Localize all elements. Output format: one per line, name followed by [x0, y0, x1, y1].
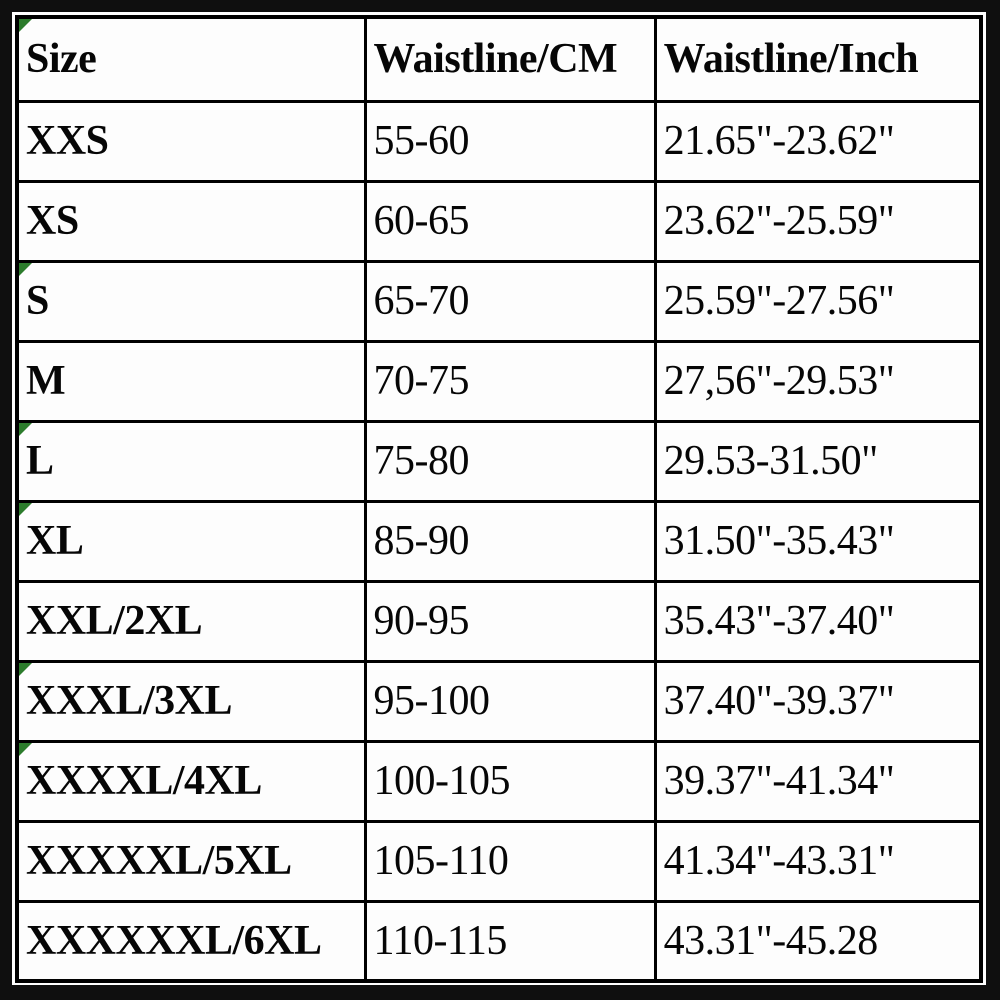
table-body: XXS 55-60 21.65"-23.62" XS 60-65 23.62"-25.59… [15, 99, 983, 983]
table-row: XXL/2XL 90-95 35.43"-37.40" [15, 579, 983, 663]
waistline-inch-cell: 35.43"-37.40" [653, 579, 983, 663]
waistline-inch-cell: 31.50"-35.43" [653, 499, 983, 583]
waistline-inch-cell: 25.59"-27.56" [653, 259, 983, 343]
waistline-inch-cell: 41.34"-43.31" [653, 819, 983, 903]
table-row: XS 60-65 23.62"-25.59" [15, 179, 983, 263]
header-row: Size Waistline/CM Waistline/Inch [15, 15, 983, 103]
waistline-inch-cell: 39.37"-41.34" [653, 739, 983, 823]
waistline-cm-cell: 75-80 [363, 419, 657, 503]
table-row: M 70-75 27,56"-29.53" [15, 339, 983, 423]
size-cell: L [15, 419, 367, 503]
waistline-cm-cell: 105-110 [363, 819, 657, 903]
table-row: XXXL/3XL 95-100 37.40"-39.37" [15, 659, 983, 743]
table-row: XXXXXL/5XL 105-110 41.34"-43.31" [15, 819, 983, 903]
size-cell: XXXXL/4XL [15, 739, 367, 823]
size-cell: XXXL/3XL [15, 659, 367, 743]
waistline-inch-cell: 23.62"-25.59" [653, 179, 983, 263]
table-row: L 75-80 29.53-31.50" [15, 419, 983, 503]
waistline-inch-cell: 37.40"-39.37" [653, 659, 983, 743]
waistline-cm-cell: 100-105 [363, 739, 657, 823]
size-chart-table: Size Waistline/CM Waistline/Inch XXS 55-6… [15, 15, 983, 983]
waistline-cm-cell: 60-65 [363, 179, 657, 263]
size-cell: XXS [15, 99, 367, 183]
size-cell: XXXXXL/5XL [15, 819, 367, 903]
table-row: XL 85-90 31.50"-35.43" [15, 499, 983, 583]
waistline-cm-cell: 110-115 [363, 899, 657, 983]
size-cell: XL [15, 499, 367, 583]
table-row: S 65-70 25.59"-27.56" [15, 259, 983, 343]
waistline-cm-cell: 55-60 [363, 99, 657, 183]
table-row: XXXXXXL/6XL 110-115 43.31"-45.28 [15, 899, 983, 983]
waistline-inch-cell: 21.65"-23.62" [653, 99, 983, 183]
waistline-cm-cell: 85-90 [363, 499, 657, 583]
size-cell: XS [15, 179, 367, 263]
waistline-inch-cell: 43.31"-45.28 [653, 899, 983, 983]
waistline-inch-cell: 27,56"-29.53" [653, 339, 983, 423]
waistline-cm-cell: 90-95 [363, 579, 657, 663]
size-cell: XXXXXXL/6XL [15, 899, 367, 983]
waistline-inch-cell: 29.53-31.50" [653, 419, 983, 503]
size-chart-frame: Size Waistline/CM Waistline/Inch XXS 55-6… [12, 12, 986, 985]
size-cell: M [15, 339, 367, 423]
header-size: Size [15, 15, 367, 103]
waistline-cm-cell: 70-75 [363, 339, 657, 423]
table-row: XXXXL/4XL 100-105 39.37"-41.34" [15, 739, 983, 823]
waistline-cm-cell: 95-100 [363, 659, 657, 743]
size-cell: XXL/2XL [15, 579, 367, 663]
waistline-cm-cell: 65-70 [363, 259, 657, 343]
size-cell: S [15, 259, 367, 343]
table-row: XXS 55-60 21.65"-23.62" [15, 99, 983, 183]
header-waistline-cm: Waistline/CM [363, 15, 657, 103]
header-waistline-inch: Waistline/Inch [653, 15, 983, 103]
